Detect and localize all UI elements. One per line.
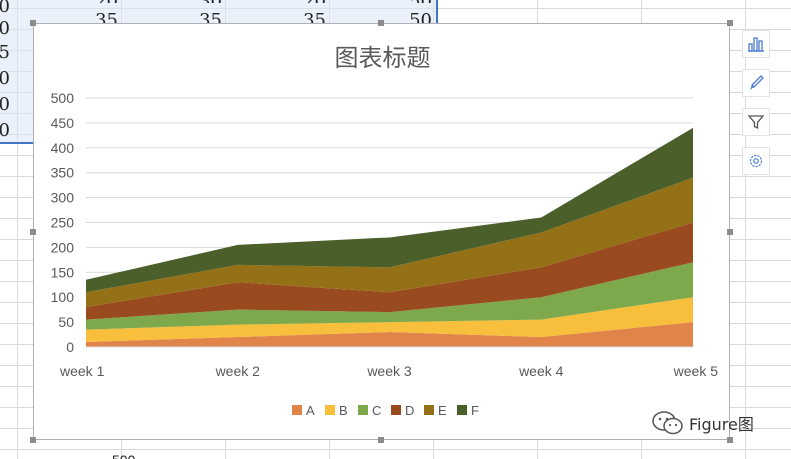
area-series-c (86, 262, 693, 330)
legend-label-c: C (372, 403, 381, 418)
cell-bottom[interactable]: 500 (112, 449, 135, 459)
cell-edge-5[interactable]: 0 (0, 94, 10, 115)
resize-handle-mid-right[interactable] (727, 229, 733, 235)
x-tick-label: week 5 (673, 363, 719, 379)
chart-settings-button[interactable] (742, 147, 770, 175)
y-tick-label: 350 (51, 165, 75, 181)
cell-edge-3[interactable]: 5 (0, 42, 10, 63)
legend-label-d: D (405, 403, 414, 418)
legend-swatch-d (391, 405, 401, 415)
y-tick-label: 100 (51, 289, 75, 305)
cell-edge-1[interactable]: 0 (0, 0, 10, 17)
legend-label-a: A (306, 403, 315, 418)
x-tick-label: week 4 (518, 363, 564, 379)
area-series-b (86, 297, 693, 343)
resize-handle-top-mid[interactable] (378, 20, 384, 26)
resize-handle-bottom-right[interactable] (727, 437, 733, 443)
legend-label-f: F (471, 403, 479, 418)
y-tick-label: 250 (51, 215, 75, 231)
y-tick-label: 500 (51, 90, 75, 106)
watermark-text: Figure图 (689, 415, 754, 434)
chart-elements-icon (748, 37, 764, 52)
cell-top-1[interactable]: 20 (60, 0, 118, 3)
x-tick-label: week 1 (59, 363, 105, 379)
area-series-e (86, 177, 693, 308)
resize-handle-mid-left[interactable] (30, 229, 36, 235)
resize-handle-bottom-mid[interactable] (378, 437, 384, 443)
area-series-a (86, 322, 693, 347)
cell-second-2[interactable]: 35 (199, 10, 222, 23)
cell-second-3[interactable]: 35 (303, 10, 326, 23)
x-tick-label: week 2 (215, 363, 261, 379)
area-series-d (86, 222, 693, 320)
legend-swatch-a (292, 405, 302, 415)
chart-styles-icon (750, 75, 764, 90)
y-tick-label: 200 (51, 239, 75, 255)
cell-edge-4[interactable]: 0 (0, 68, 10, 89)
cell-edge-2[interactable]: 0 (0, 18, 10, 39)
chart-tools-sidebar (742, 30, 772, 186)
cell-edge-6[interactable]: 0 (0, 120, 10, 141)
cell-top-2[interactable]: 30 (140, 0, 222, 3)
chart-title[interactable]: 图表标题 (334, 44, 431, 72)
y-tick-label: 450 (51, 115, 75, 131)
chart-filters-icon (747, 115, 765, 130)
resize-handle-bottom-left[interactable] (30, 437, 36, 443)
legend-swatch-f (457, 405, 467, 415)
y-tick-label: 400 (51, 140, 75, 156)
area-series-f (86, 127, 693, 293)
cell-top-3[interactable]: 20 (240, 0, 326, 3)
legend-label-e: E (438, 403, 447, 418)
y-tick-label: 300 (51, 190, 75, 206)
watermark: Figure图 (651, 410, 754, 436)
chart-settings-icon (749, 154, 763, 168)
y-tick-label: 0 (66, 339, 74, 355)
resize-handle-top-right[interactable] (727, 20, 733, 26)
cell-second-1[interactable]: 35 (95, 10, 118, 23)
wechat-icon (652, 411, 683, 435)
legend-swatch-b (325, 405, 335, 415)
cell-top-4[interactable]: 50 (340, 0, 432, 3)
legend-swatch-c (358, 405, 368, 415)
chart-elements-button[interactable] (742, 30, 770, 58)
chart-filters-button[interactable] (742, 108, 770, 136)
chart-styles-button[interactable] (742, 69, 770, 97)
y-tick-label: 50 (58, 314, 74, 330)
legend-label-b: B (339, 403, 348, 418)
legend-swatch-e (424, 405, 434, 415)
x-tick-label: week 3 (366, 363, 412, 379)
cell-second-4[interactable]: 50 (409, 10, 432, 23)
resize-handle-top-left[interactable] (30, 20, 36, 26)
y-tick-label: 150 (51, 264, 75, 280)
